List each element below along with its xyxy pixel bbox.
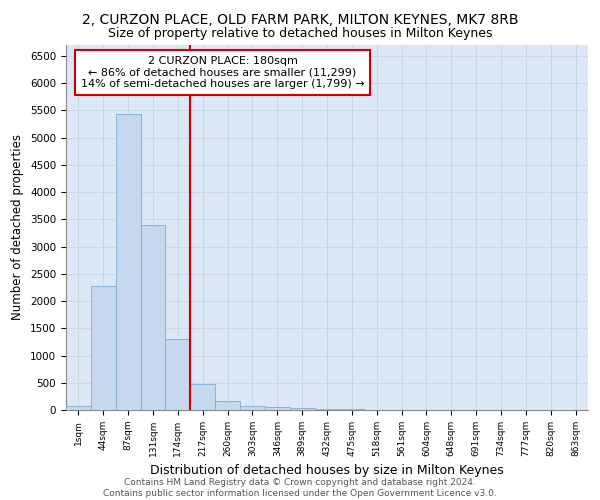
Bar <box>66 406 91 410</box>
Bar <box>240 406 265 410</box>
Bar <box>140 225 166 410</box>
Bar <box>290 408 314 410</box>
Y-axis label: Number of detached properties: Number of detached properties <box>11 134 25 320</box>
Bar <box>166 338 190 410</box>
Bar <box>116 114 140 410</box>
Bar <box>215 402 240 410</box>
Bar <box>314 409 340 410</box>
Text: 2 CURZON PLACE: 180sqm
← 86% of detached houses are smaller (11,299)
14% of semi: 2 CURZON PLACE: 180sqm ← 86% of detached… <box>81 56 364 89</box>
Bar <box>190 384 215 410</box>
Text: Contains HM Land Registry data © Crown copyright and database right 2024.
Contai: Contains HM Land Registry data © Crown c… <box>103 478 497 498</box>
Text: Size of property relative to detached houses in Milton Keynes: Size of property relative to detached ho… <box>108 28 492 40</box>
X-axis label: Distribution of detached houses by size in Milton Keynes: Distribution of detached houses by size … <box>150 464 504 477</box>
Bar <box>265 407 290 410</box>
Bar <box>91 286 116 410</box>
Text: 2, CURZON PLACE, OLD FARM PARK, MILTON KEYNES, MK7 8RB: 2, CURZON PLACE, OLD FARM PARK, MILTON K… <box>82 12 518 26</box>
